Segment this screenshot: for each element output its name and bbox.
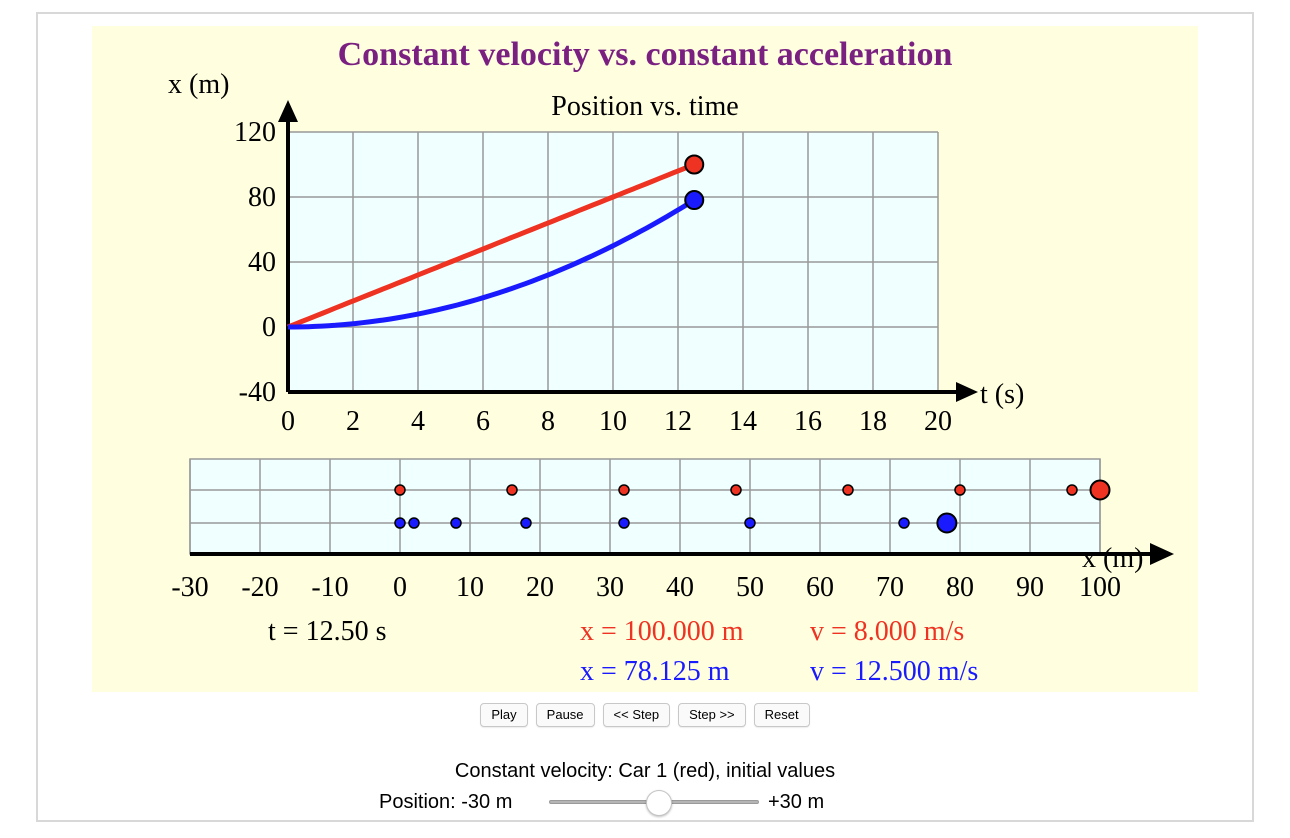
pt-series-line-2: [288, 197, 696, 330]
car1-position-readout: x = 100.000 m: [580, 616, 744, 647]
pt-x-tick-5: 10: [599, 406, 627, 437]
pt-series-lines: [287, 154, 705, 330]
ms-trail-dot-car2-0: [394, 517, 406, 529]
pt-y-tick-4: 120: [234, 117, 276, 148]
pt-x-tick-3: 6: [476, 406, 490, 437]
step-forward-button[interactable]: Step >>: [678, 703, 746, 727]
car2-position-readout: x = 78.125 m: [580, 656, 730, 687]
pt-y-tick-3: 80: [248, 182, 276, 213]
slider-min-label: Position: -30 m: [379, 791, 513, 813]
ms-x-tick-5: 20: [526, 572, 554, 603]
ms-trail-dot-car1-6: [1066, 484, 1078, 496]
pt-series-line-1: [287, 162, 696, 330]
play-button[interactable]: Play: [480, 703, 528, 727]
pause-button[interactable]: Pause: [535, 703, 595, 727]
pt-y-tick-labels: -40 0 40 80 120: [234, 117, 276, 408]
ms-trail-dot-car2-6: [898, 517, 910, 529]
ms-x-tick-2: -10: [311, 572, 348, 603]
ms-trail-dot-car2-1: [408, 517, 420, 529]
pt-x-tick-9: 18: [859, 406, 887, 437]
pt-x-axis-arrow: [956, 382, 978, 402]
pt-chart-title: Position vs. time: [551, 91, 738, 122]
ms-trail-dot-car2-4: [618, 517, 630, 529]
pt-y-axis-arrow: [278, 100, 298, 122]
ms-x-tick-4: 10: [456, 572, 484, 603]
pt-y-tick-1: 0: [262, 312, 276, 343]
ms-x-axis-label: x (m): [1082, 543, 1143, 574]
ms-current-dot-car1: [1089, 479, 1111, 501]
car2-velocity-readout: v = 12.500 m/s: [810, 656, 978, 687]
simulation-title: Constant velocity vs. constant accelerat…: [338, 36, 953, 73]
car1-velocity-readout: v = 8.000 m/s: [810, 616, 964, 647]
ms-x-axis-arrow: [1150, 543, 1174, 565]
reset-button[interactable]: Reset: [753, 703, 810, 727]
ms-x-tick-8: 50: [736, 572, 764, 603]
pt-x-tick-4: 8: [541, 406, 555, 437]
ms-x-tick-0: -30: [171, 572, 208, 603]
ms-trail-dot-car2-2: [450, 517, 462, 529]
ms-trail-dot-car2-3: [520, 517, 532, 529]
pt-series-marker-1: [684, 154, 705, 175]
ms-trail-dot-car1-5: [954, 484, 966, 496]
pt-x-tick-8: 16: [794, 406, 822, 437]
ms-x-tick-12: 90: [1016, 572, 1044, 603]
slider-max-label: +30 m: [768, 791, 825, 813]
ms-x-tick-10: 70: [876, 572, 904, 603]
readout: t = 12.50 s x = 100.000 m v = 8.000 m/s …: [268, 616, 978, 687]
pt-x-tick-6: 12: [664, 406, 692, 437]
ms-position-dots: [394, 479, 1111, 534]
control-buttons: Play Pause << Step Step >> Reset: [0, 703, 1290, 727]
ms-trail-dot-car1-3: [730, 484, 742, 496]
motion-strip-chart: -30 -20 -10 0 10 20 30 40 50 60 70 80 90 100 x (m): [171, 458, 1174, 603]
simulation-svg: Constant velocity vs. constant accelerat…: [92, 26, 1198, 692]
ms-trail-dot-car1-0: [394, 484, 406, 496]
pt-x-tick-2: 4: [411, 406, 425, 437]
pt-x-tick-1: 2: [346, 406, 360, 437]
ms-x-axis: [190, 543, 1174, 565]
pt-y-tick-2: 40: [248, 247, 276, 278]
ms-x-tick-7: 40: [666, 572, 694, 603]
ms-current-dot-car2: [936, 512, 958, 534]
pt-x-tick-10: 20: [924, 406, 952, 437]
ms-trail-dot-car1-4: [842, 484, 854, 496]
position-slider-row: Position: -30 m +30 m: [379, 790, 939, 817]
pt-y-axis-label: x (m): [168, 69, 229, 100]
pt-x-tick-0: 0: [281, 406, 295, 437]
car1-panel-title: Constant velocity: Car 1 (red), initial …: [454, 760, 836, 782]
ms-x-tick-labels: -30 -20 -10 0 10 20 30 40 50 60 70 80 90 100: [171, 572, 1121, 603]
pt-x-tick-labels: 0 2 4 6 8 10 12 14 16 18 20: [281, 406, 952, 437]
pt-axes: [278, 100, 978, 402]
ms-x-tick-11: 80: [946, 572, 974, 603]
ms-x-tick-9: 60: [806, 572, 834, 603]
pt-x-tick-7: 14: [729, 406, 757, 437]
ms-x-tick-1: -20: [241, 572, 278, 603]
ms-trail-dot-car1-2: [618, 484, 630, 496]
ms-trail-dot-car1-1: [506, 484, 518, 496]
ms-x-tick-3: 0: [393, 572, 407, 603]
ms-plot-area: [189, 458, 1101, 555]
step-back-button[interactable]: << Step: [602, 703, 671, 727]
pt-x-axis-label: t (s): [980, 379, 1024, 410]
pt-y-tick-0: -40: [239, 377, 276, 408]
position-slider-thumb[interactable]: [646, 790, 672, 816]
time-readout: t = 12.50 s: [268, 616, 386, 647]
pt-series-marker-2: [684, 190, 705, 211]
ms-x-tick-6: 30: [596, 572, 624, 603]
ms-trail-dot-car2-5: [744, 517, 756, 529]
ms-x-tick-13: 100: [1079, 572, 1121, 603]
simulation-canvas: Constant velocity vs. constant accelerat…: [92, 26, 1198, 692]
